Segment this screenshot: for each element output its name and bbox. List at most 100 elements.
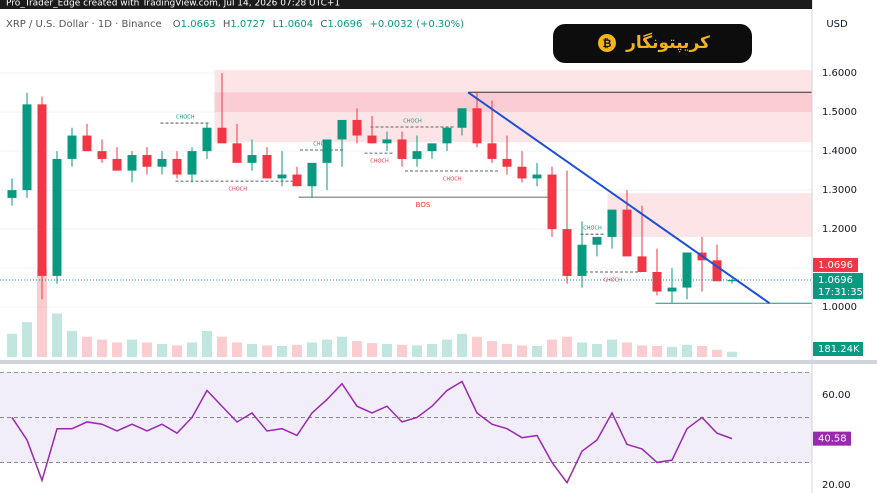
volume-bar	[37, 270, 47, 357]
candle-body	[337, 119, 347, 140]
y-tick-label: 20.00	[822, 480, 851, 491]
structure-label: BOS	[416, 201, 431, 209]
volume-bar	[697, 345, 707, 357]
candle-body	[157, 158, 167, 167]
candle-body	[22, 104, 32, 191]
y-tick-label: 1.2000	[822, 224, 857, 235]
rsi-tag-label: 40.58	[818, 434, 847, 445]
candle-body	[457, 108, 467, 128]
trendline	[467, 91, 771, 305]
candle-body	[172, 158, 182, 175]
candle-body	[367, 135, 377, 144]
axis: 1.00001.10001.20001.30001.40001.50001.60…	[813, 68, 863, 491]
volume-bar	[712, 349, 722, 357]
low-value: 1.0604	[278, 19, 313, 30]
volume-bar	[517, 345, 527, 357]
header: Pro_Trader_Edge created with TradingView…	[6, 0, 340, 9]
volume-bar	[142, 342, 152, 357]
volume-bar	[337, 336, 347, 357]
volume-bar	[322, 339, 332, 357]
candle-body	[127, 155, 137, 171]
rsi-pane	[0, 372, 812, 485]
volume-bar	[637, 345, 647, 357]
volume-bar	[172, 345, 182, 357]
supply-zone	[607, 193, 812, 237]
countdown: 17:31:35	[818, 287, 863, 298]
open-value: 1.0663	[181, 19, 216, 30]
last-price-tag	[813, 272, 863, 299]
volume-bar	[427, 343, 437, 357]
volume-bar	[52, 313, 62, 357]
candle-body	[217, 127, 227, 144]
header-bar	[0, 0, 812, 9]
volume-bar	[307, 342, 317, 357]
y-tick-label: 1.3000	[822, 185, 857, 196]
volume-bar	[487, 341, 497, 357]
volume-bar	[622, 342, 632, 357]
brand-box	[553, 24, 752, 63]
last-price-label: 1.0696	[818, 275, 853, 286]
volume-bar	[577, 342, 587, 357]
candle-body	[427, 143, 437, 152]
prefix: O	[173, 19, 181, 30]
candle-body	[412, 151, 422, 159]
candle-body	[652, 272, 662, 292]
volume-bar	[382, 343, 392, 357]
candle-body	[442, 127, 452, 144]
candle-body	[472, 108, 482, 144]
candle-body	[667, 287, 677, 292]
volume-tag	[813, 342, 863, 356]
candle-body	[562, 229, 572, 276]
candle-body	[37, 104, 47, 276]
y-tick-label: 1.4000	[822, 146, 857, 157]
candle-body	[607, 209, 617, 237]
structure-label: CHOCH	[604, 278, 623, 284]
candle-body	[547, 174, 557, 230]
volume-bar	[97, 339, 107, 357]
candle-body	[277, 174, 287, 179]
volume-bar	[232, 342, 242, 357]
candle-body	[682, 252, 692, 288]
candle-body	[52, 158, 62, 276]
candle-body	[97, 151, 107, 159]
candle-body	[397, 139, 407, 159]
supply-zone	[214, 70, 812, 93]
candle-body	[142, 155, 152, 167]
candle-body	[322, 139, 332, 163]
change: +0.0032 (+0.30%)	[370, 19, 465, 30]
structure-label: CHOCH	[583, 226, 602, 232]
structure-label: CHOCH	[229, 187, 248, 193]
price-tag-label: 1.0696	[818, 260, 853, 271]
volume-bar	[277, 345, 287, 357]
volume-bar	[457, 333, 467, 357]
volume-bar	[412, 345, 422, 357]
structure-label: CHOCH	[370, 159, 389, 165]
volume-bar	[397, 344, 407, 357]
volume-bar	[127, 339, 137, 357]
candle-body	[67, 135, 77, 159]
volume-bar	[67, 330, 77, 357]
volume-tag-label: 181.24K	[818, 344, 860, 355]
volume-bar	[562, 336, 572, 357]
volume-bar	[367, 343, 377, 357]
y-tick-label: 1.6000	[822, 68, 857, 79]
legend: XRP / U.S. Dollar · 1D · Binance O1.0663…	[6, 19, 464, 30]
candle-body	[382, 139, 392, 144]
volume-bar	[727, 351, 737, 357]
volume-bar	[292, 344, 302, 357]
brand-icon-mark: ₿	[603, 37, 612, 50]
candle-body	[187, 151, 197, 175]
close-value: 1.0696	[327, 19, 362, 30]
volume-bar	[202, 330, 212, 357]
price-tag	[813, 257, 858, 272]
prefix: C	[320, 19, 327, 30]
candle-body	[82, 135, 92, 152]
candle-body	[352, 119, 362, 136]
volume-bar	[22, 322, 32, 357]
candle-body	[622, 209, 632, 257]
volume-bar	[502, 343, 512, 357]
y-tick-label: 1.5000	[822, 107, 857, 118]
structure-label: CHOCH	[403, 118, 422, 124]
